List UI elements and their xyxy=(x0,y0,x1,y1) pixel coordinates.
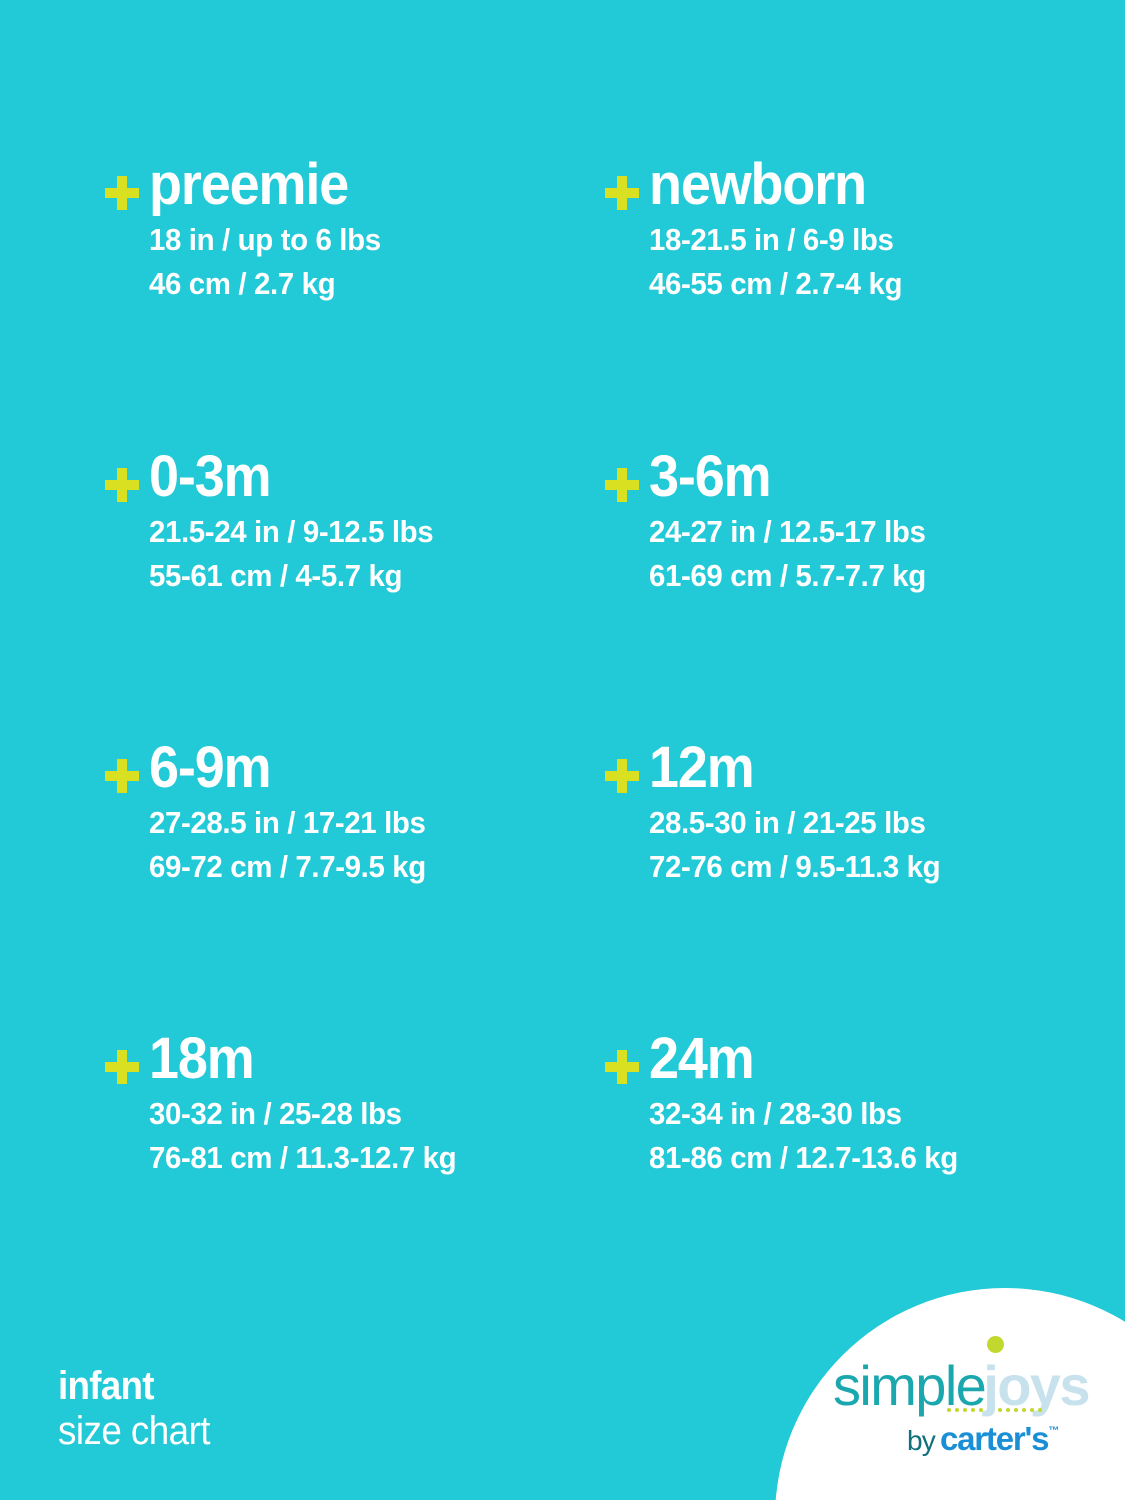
size-measure-imperial: 18 in / up to 6 lbs xyxy=(149,221,381,257)
page-subtitle: size chart xyxy=(58,1408,211,1453)
size-measure-imperial: 27-28.5 in / 17-21 lbs xyxy=(149,804,426,840)
size-heading: 3-6m xyxy=(605,444,1105,509)
brand-byline: by carter's ™ xyxy=(833,1422,1093,1455)
brand-logo: simple joys xyxy=(833,1336,1093,1455)
brand-byline-prefix: by xyxy=(907,1425,936,1456)
plus-icon xyxy=(605,759,639,793)
size-label: 12m xyxy=(649,735,755,800)
brand-byline-name: carter's xyxy=(939,1420,1050,1457)
size-entry-3-6m: 3-6m 24-27 in / 12.5-17 lbs 61-69 cm / 5… xyxy=(605,444,1105,598)
circle-dot-icon xyxy=(987,1336,1005,1353)
size-entry-0-3m: 0-3m 21.5-24 in / 9-12.5 lbs 55-61 cm / … xyxy=(105,444,605,598)
dot xyxy=(1038,1408,1042,1412)
size-heading: preemie xyxy=(105,152,605,217)
plus-icon xyxy=(605,1050,639,1084)
plus-icon xyxy=(105,759,139,793)
size-entry-12m: 12m 28.5-30 in / 21-25 lbs 72-76 cm / 9.… xyxy=(605,735,1105,889)
plus-icon xyxy=(605,468,639,502)
dot-group-left xyxy=(947,1408,983,1412)
size-measure-metric: 46-55 cm / 2.7-4 kg xyxy=(649,265,903,301)
size-entry-6-9m: 6-9m 27-28.5 in / 17-21 lbs 69-72 cm / 7… xyxy=(105,735,605,889)
decorative-dots xyxy=(947,1408,1042,1412)
dot xyxy=(947,1408,951,1412)
plus-icon xyxy=(605,176,639,210)
footer-caption: infant size chart xyxy=(58,1364,223,1454)
size-label: preemie xyxy=(149,152,349,217)
size-measure-metric: 81-86 cm / 12.7-13.6 kg xyxy=(649,1139,958,1175)
dot xyxy=(1022,1408,1026,1412)
size-measure-metric: 69-72 cm / 7.7-9.5 kg xyxy=(149,848,426,884)
plus-icon xyxy=(105,1050,139,1084)
size-heading: newborn xyxy=(605,152,1105,217)
size-measure-metric: 76-81 cm / 11.3-12.7 kg xyxy=(149,1139,457,1175)
size-heading: 0-3m xyxy=(105,444,605,509)
trademark-icon: ™ xyxy=(1048,1425,1060,1437)
size-heading: 12m xyxy=(605,735,1105,800)
size-heading: 18m xyxy=(105,1026,605,1091)
dot xyxy=(963,1408,967,1412)
brand-word-joys: joys xyxy=(983,1354,1090,1417)
size-entry-newborn: newborn 18-21.5 in / 6-9 lbs 46-55 cm / … xyxy=(605,152,1105,306)
brand-word-joys-wrap: joys xyxy=(983,1336,1090,1414)
size-measure-imperial: 32-34 in / 28-30 lbs xyxy=(649,1095,902,1131)
size-heading: 24m xyxy=(605,1026,1105,1091)
dot xyxy=(998,1408,1002,1412)
size-entry-preemie: preemie 18 in / up to 6 lbs 46 cm / 2.7 … xyxy=(105,152,605,306)
dot xyxy=(971,1408,975,1412)
plus-icon xyxy=(105,176,139,210)
size-measure-imperial: 24-27 in / 12.5-17 lbs xyxy=(649,513,926,549)
size-measure-metric: 61-69 cm / 5.7-7.7 kg xyxy=(649,557,926,593)
size-label: newborn xyxy=(649,152,867,217)
size-entry-24m: 24m 32-34 in / 28-30 lbs 81-86 cm / 12.7… xyxy=(605,1026,1105,1180)
size-entry-18m: 18m 30-32 in / 25-28 lbs 76-81 cm / 11.3… xyxy=(105,1026,605,1180)
size-label: 3-6m xyxy=(649,444,772,509)
size-measure-metric: 55-61 cm / 4-5.7 kg xyxy=(149,557,403,593)
size-measure-metric: 46 cm / 2.7 kg xyxy=(149,265,336,301)
size-label: 24m xyxy=(649,1026,755,1091)
dot xyxy=(979,1408,983,1412)
dot-group-right xyxy=(998,1408,1042,1412)
size-measure-imperial: 28.5-30 in / 21-25 lbs xyxy=(649,804,926,840)
size-measure-imperial: 21.5-24 in / 9-12.5 lbs xyxy=(149,513,434,549)
dot xyxy=(1006,1408,1010,1412)
size-measure-imperial: 18-21.5 in / 6-9 lbs xyxy=(649,221,894,257)
size-heading: 6-9m xyxy=(105,735,605,800)
dot xyxy=(1014,1408,1018,1412)
dot xyxy=(1030,1408,1034,1412)
plus-icon xyxy=(105,468,139,502)
brand-word-simple: simple xyxy=(833,1354,987,1417)
page-title: infant xyxy=(58,1364,154,1408)
size-measure-metric: 72-76 cm / 9.5-11.3 kg xyxy=(649,848,941,884)
size-label: 18m xyxy=(149,1026,255,1091)
brand-wordmark: simple joys xyxy=(833,1336,1093,1417)
size-measure-imperial: 30-32 in / 25-28 lbs xyxy=(149,1095,402,1131)
dot xyxy=(955,1408,959,1412)
size-label: 0-3m xyxy=(149,444,272,509)
size-label: 6-9m xyxy=(149,735,272,800)
